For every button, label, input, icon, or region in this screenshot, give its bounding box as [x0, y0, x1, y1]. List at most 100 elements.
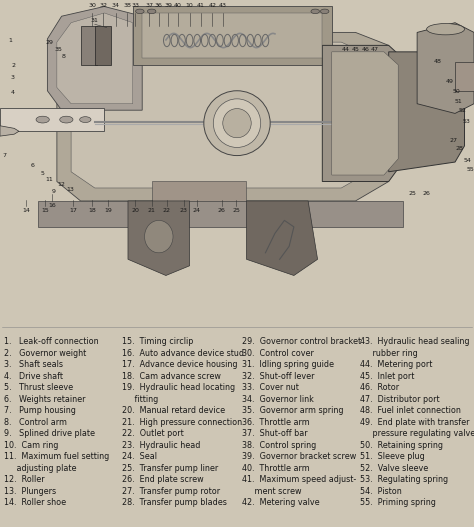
Text: 29.  Governor control bracket: 29. Governor control bracket: [242, 337, 361, 346]
Text: 12: 12: [58, 182, 66, 187]
Text: 32: 32: [100, 3, 107, 8]
Ellipse shape: [36, 116, 49, 123]
Text: 7: 7: [2, 153, 6, 158]
Text: 52: 52: [459, 109, 467, 113]
Text: 4.   Drive shaft: 4. Drive shaft: [4, 372, 63, 380]
Text: 20.  Manual retard device: 20. Manual retard device: [122, 406, 225, 415]
Text: 51: 51: [455, 99, 463, 104]
Text: 41: 41: [197, 3, 204, 8]
Text: 46: 46: [361, 47, 369, 52]
Text: 23: 23: [180, 208, 188, 213]
Text: 38: 38: [123, 3, 131, 8]
Text: 33: 33: [131, 3, 139, 8]
Text: 12.  Roller: 12. Roller: [4, 475, 45, 484]
Text: 9.   Splined drive plate: 9. Splined drive plate: [4, 429, 95, 438]
Text: 17.  Advance device housing: 17. Advance device housing: [122, 360, 237, 369]
Text: 8: 8: [62, 54, 65, 58]
Text: 53: 53: [462, 119, 470, 124]
Polygon shape: [38, 201, 403, 227]
Ellipse shape: [213, 99, 261, 148]
Text: 36.  Throttle arm: 36. Throttle arm: [242, 417, 310, 426]
Bar: [455, 62, 474, 91]
Text: 47: 47: [371, 47, 379, 52]
Text: 14.  Roller shoe: 14. Roller shoe: [4, 498, 66, 507]
Polygon shape: [57, 13, 133, 104]
Text: 52.  Valve sleeve: 52. Valve sleeve: [360, 464, 428, 473]
Ellipse shape: [60, 116, 73, 123]
Text: 49: 49: [446, 79, 454, 84]
Text: 28.  Transfer pump blades: 28. Transfer pump blades: [122, 498, 227, 507]
Text: 50.  Retaining spring: 50. Retaining spring: [360, 441, 443, 450]
Text: 47.  Distributor port: 47. Distributor port: [360, 395, 439, 404]
Text: 13: 13: [66, 187, 74, 192]
Text: 26.  End plate screw: 26. End plate screw: [122, 475, 204, 484]
Text: 36: 36: [155, 3, 163, 8]
Text: 40.  Throttle arm: 40. Throttle arm: [242, 464, 310, 473]
Ellipse shape: [427, 24, 465, 35]
Text: 27.  Transfer pump rotor: 27. Transfer pump rotor: [122, 486, 220, 495]
Text: 22: 22: [163, 208, 171, 213]
Text: 41.  Maximum speed adjust-: 41. Maximum speed adjust-: [242, 475, 356, 484]
Text: 3: 3: [10, 75, 14, 80]
Text: 10: 10: [186, 3, 193, 8]
Ellipse shape: [204, 91, 270, 155]
Text: ment screw: ment screw: [242, 486, 301, 495]
Polygon shape: [152, 181, 246, 201]
Text: 43.  Hydraulic head sealing: 43. Hydraulic head sealing: [360, 337, 470, 346]
Ellipse shape: [147, 9, 156, 14]
Polygon shape: [246, 201, 318, 276]
Polygon shape: [128, 201, 190, 276]
Text: 5.   Thrust sleeve: 5. Thrust sleeve: [4, 383, 73, 392]
Text: 40: 40: [174, 3, 182, 8]
Text: 34: 34: [112, 3, 119, 8]
Text: 42: 42: [209, 3, 216, 8]
Text: 39.  Governor bracket screw: 39. Governor bracket screw: [242, 452, 356, 461]
Text: 15.  Timing circlip: 15. Timing circlip: [122, 337, 193, 346]
Bar: [0, 108, 104, 131]
Text: 30: 30: [89, 3, 96, 8]
Ellipse shape: [136, 9, 144, 14]
Text: 39: 39: [164, 3, 172, 8]
Text: 3.   Shaft seals: 3. Shaft seals: [4, 360, 63, 369]
Text: 14: 14: [22, 208, 30, 213]
Text: 21: 21: [148, 208, 155, 213]
Text: 22.  Outlet port: 22. Outlet port: [122, 429, 184, 438]
Text: 21.  High pressure connection: 21. High pressure connection: [122, 417, 242, 426]
Polygon shape: [47, 6, 142, 110]
Text: 48: 48: [434, 59, 442, 64]
Text: 54.  Piston: 54. Piston: [360, 486, 402, 495]
Ellipse shape: [311, 9, 319, 14]
Polygon shape: [142, 13, 322, 58]
Text: 25: 25: [409, 191, 417, 197]
Text: 13.  Plungers: 13. Plungers: [4, 486, 56, 495]
Text: 32.  Shut-off lever: 32. Shut-off lever: [242, 372, 315, 380]
Text: 18: 18: [89, 208, 96, 213]
Bar: [81, 26, 97, 65]
Text: 28: 28: [455, 146, 463, 151]
Text: 23.  Hydraulic head: 23. Hydraulic head: [122, 441, 201, 450]
Text: 48.  Fuel inlet connection: 48. Fuel inlet connection: [360, 406, 461, 415]
Text: 55.  Priming spring: 55. Priming spring: [360, 498, 436, 507]
Polygon shape: [322, 45, 403, 181]
Text: 2.   Governor weight: 2. Governor weight: [4, 348, 86, 358]
Text: 26: 26: [218, 208, 226, 213]
Text: 45: 45: [352, 47, 360, 52]
Polygon shape: [417, 23, 474, 113]
Text: 42.  Metering valve: 42. Metering valve: [242, 498, 319, 507]
Text: 35.  Governor arm spring: 35. Governor arm spring: [242, 406, 344, 415]
Text: 19: 19: [104, 208, 112, 213]
Text: 6.   Weights retainer: 6. Weights retainer: [4, 395, 85, 404]
Text: adjusting plate: adjusting plate: [4, 464, 76, 473]
Text: 20: 20: [131, 208, 139, 213]
Text: 51.  Sleeve plug: 51. Sleeve plug: [360, 452, 425, 461]
Text: rubber ring: rubber ring: [360, 348, 418, 358]
Text: 11: 11: [45, 177, 53, 182]
Text: 15: 15: [41, 208, 49, 213]
Text: 34.  Governor link: 34. Governor link: [242, 395, 314, 404]
Text: 50: 50: [453, 89, 460, 94]
Text: 54: 54: [464, 158, 472, 163]
Text: 10.  Cam ring: 10. Cam ring: [4, 441, 58, 450]
Text: 33.  Cover nut: 33. Cover nut: [242, 383, 299, 392]
Text: 2: 2: [12, 63, 16, 68]
Text: 43: 43: [219, 3, 227, 8]
